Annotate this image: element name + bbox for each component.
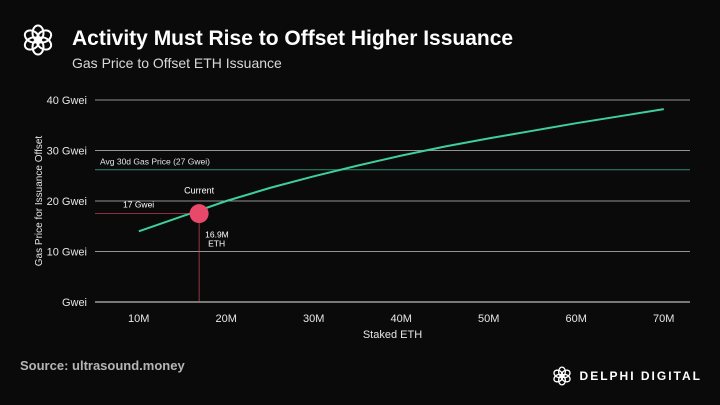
x-tick-label: 60M: [566, 313, 587, 325]
delphi-flower-logo-icon: [552, 366, 571, 386]
x-tick-label: 20M: [216, 313, 237, 325]
y-tick-label: Gwei: [62, 297, 87, 309]
brand: DELPHI DIGITAL: [551, 365, 702, 387]
x-tick-label: 10M: [128, 313, 149, 325]
y-tick-label: 20 Gwei: [47, 196, 87, 208]
brand-name: DELPHI DIGITAL: [579, 369, 702, 383]
series-line: [138, 108, 664, 233]
x-tick-label: 40M: [391, 313, 412, 325]
x-tick-label: 30M: [303, 313, 324, 325]
page-title: Activity Must Rise to Offset Higher Issu…: [72, 27, 514, 50]
x-tick-label: 70M: [653, 313, 674, 325]
current-x-unit-label: ETH: [208, 239, 225, 249]
y-tick-label: 10 Gwei: [47, 247, 87, 259]
source-note: Source: ultrasound.money: [20, 358, 185, 373]
delphi-flower-logo-icon: [23, 24, 53, 56]
x-tick-label: 50M: [478, 313, 499, 325]
avg-gas-price-label: Avg 30d Gas Price (27 Gwei): [100, 157, 210, 167]
page-subtitle: Gas Price to Offset ETH Issuance: [72, 55, 282, 71]
y-tick-label: 40 Gwei: [47, 95, 87, 107]
current-x-label: 16.9M: [205, 230, 229, 240]
current-y-label: 17 Gwei: [123, 200, 154, 210]
y-axis-title: Gas Price for Issuance Offset: [34, 136, 45, 267]
y-tick-label: 30 Gwei: [47, 146, 87, 158]
current-point-label: Current: [184, 186, 215, 196]
current-point-marker: [189, 204, 209, 224]
x-axis-title: Staked ETH: [363, 329, 422, 341]
